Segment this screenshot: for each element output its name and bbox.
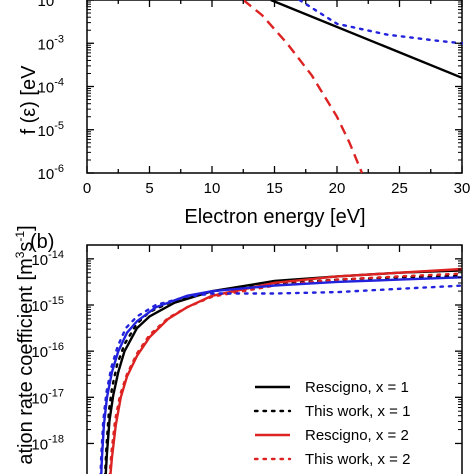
panel-a-x-tick-label: 0 — [83, 180, 91, 197]
panel-b-y-label-main: ation rate coefficient [m — [15, 258, 37, 464]
panel-b-y-label-mid: s — [15, 242, 37, 252]
panel-a-x-tick-label: 15 — [266, 180, 283, 197]
panel-b-y-tick-label: 10-18 — [31, 433, 64, 453]
panel-a-x-tick-label: 20 — [329, 180, 346, 197]
panel-a-y-axis-label: f (ε) [eV — [18, 65, 40, 135]
legend-label-0: Rescigno, x = 1 — [305, 379, 409, 396]
panel-a-y-tick-base: 10 — [38, 123, 55, 140]
panel-a-x-axis-label: Electron energy [eV] — [184, 206, 365, 228]
panel-b-y-tick-base: 10 — [31, 436, 48, 453]
panel-b-y-tick-exp: -17 — [48, 387, 64, 399]
panel-b-y-label-sup: 3 — [13, 251, 27, 258]
panel-a-frame — [86, 0, 463, 174]
panel-a-y-tick-base: 10 — [38, 0, 55, 10]
panel-b-y-tick-label: 10-17 — [31, 387, 64, 407]
panel-a-series — [242, 0, 464, 174]
legend-label-1: This work, x = 1 — [305, 403, 410, 420]
panel-b-label: (b) — [30, 231, 54, 253]
panel-b-y-axis-label: ation rate coefficient [m3s-1] — [13, 225, 37, 464]
panel-b-y-tick-base: 10 — [31, 298, 48, 315]
panel-a-y-tick-exp: -3 — [54, 33, 64, 45]
panel-b-y-tick-label: 10-15 — [31, 295, 64, 315]
panel-a-ticks — [86, 0, 463, 174]
panel-b-series-2 — [109, 267, 463, 474]
panel-b-y-label-end: ] — [15, 225, 37, 231]
panel-a-y-tick-label: 10-6 — [38, 163, 64, 183]
panel-a-y-tick-base: 10 — [38, 80, 55, 97]
legend-label-3: This work, x = 2 — [305, 451, 410, 468]
panel-a-x-tick-label: 30 — [454, 180, 471, 197]
panel-b-series-3 — [108, 272, 464, 474]
panel-b-y-tick-base: 10 — [31, 344, 48, 361]
panel-a-x-tick-label: 5 — [145, 180, 153, 197]
panel-b-y-tick-base: 10 — [31, 252, 48, 269]
panel-a-y-tick-labels: 10-610-510-410-310-2 — [38, 0, 64, 183]
panel-b-y-tick-exp: -18 — [48, 433, 64, 445]
panel-a-y-tick-base: 10 — [38, 36, 55, 53]
panel-b-series — [99, 267, 464, 474]
panel-a-x-tick-label: 25 — [391, 180, 408, 197]
legend-label-2: Rescigno, x = 2 — [305, 427, 409, 444]
panel-a-y-tick-exp: -4 — [54, 77, 64, 89]
panel-a-y-tick-exp: -6 — [54, 163, 64, 175]
panel-b-y-tick-base: 10 — [31, 390, 48, 407]
panel-a-y-tick-base: 10 — [38, 166, 55, 183]
panel-a-y-tick-exp: -2 — [54, 0, 64, 2]
panel-b-y-tick-exp: -16 — [48, 341, 64, 353]
panel-a-x-tick-label: 10 — [204, 180, 221, 197]
panel-b-y-tick-exp: -15 — [48, 295, 64, 307]
panel-a-y-tick-label: 10-4 — [38, 77, 64, 97]
panel-b-y-tick-exp: -14 — [48, 249, 64, 261]
panel-b-ticks — [86, 245, 463, 445]
panel-a-y-tick-label: 10-3 — [38, 33, 64, 53]
panel-a-x-tick-labels: 0 5 10 15 20 25 30 — [83, 180, 471, 197]
panel-b-legend: Rescigno, x = 1 This work, x = 1 Rescigno,… — [253, 379, 410, 468]
panel-a-y-tick-label: 10-2 — [38, 0, 64, 10]
panel-a-series-1 — [298, 0, 464, 45]
panel-b-y-tick-label: 10-16 — [31, 341, 64, 361]
panel-a-y-tick-exp: -5 — [54, 120, 64, 132]
panel-b-y-label-sup2: -1 — [13, 231, 27, 242]
panel-a-series-2 — [242, 0, 364, 174]
panel-a-y-tick-label: 10-5 — [38, 120, 64, 140]
panel-b-series-5 — [99, 284, 464, 474]
panel-a-series-0 — [270, 0, 463, 79]
panel-b-y-tick-label: 10-14 — [31, 249, 64, 269]
